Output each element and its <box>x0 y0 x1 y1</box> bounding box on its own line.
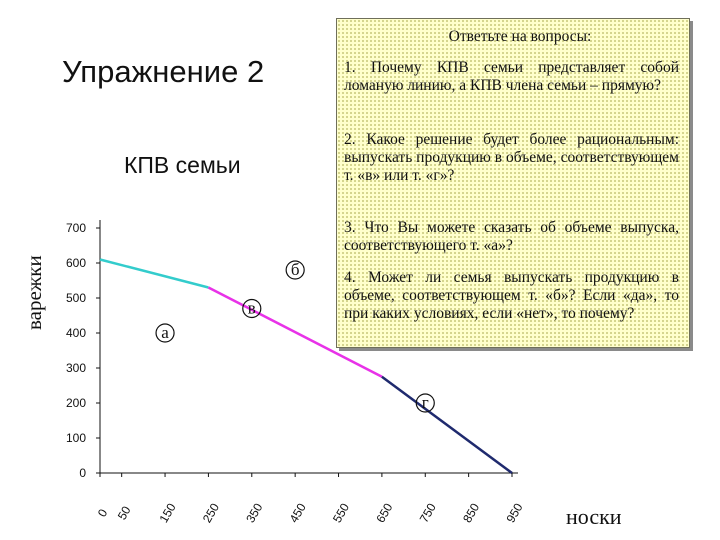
x-tick-label: 250 <box>200 501 222 526</box>
x-tick-label: 750 <box>417 501 439 526</box>
point-circle <box>155 323 175 343</box>
question-3: 3. Что Вы можете сказать об объеме выпус… <box>344 219 679 254</box>
y-tick-label: 400 <box>66 326 86 340</box>
curve-segment-2 <box>207 286 383 378</box>
questions-heading: Ответьте на вопросы: <box>448 28 592 45</box>
chart-axes <box>96 220 518 477</box>
point-а: а <box>155 323 175 343</box>
question-2: 2. Какое решение будет более рациональны… <box>344 131 679 184</box>
x-tick-label: 950 <box>503 501 525 526</box>
question-4: 4. Может ли семья выпускать продукцию в … <box>344 269 679 322</box>
x-axis-label: носки <box>566 504 622 529</box>
y-tick-label: 200 <box>66 396 86 410</box>
point-label: в <box>248 299 256 318</box>
y-tick-label: 100 <box>66 431 86 445</box>
question-1: 1. Почему КПВ семьи представляет собой л… <box>344 59 679 94</box>
curve-segment-1 <box>99 258 209 289</box>
x-tick-label: 0 <box>95 506 111 519</box>
x-tick-label: 550 <box>330 501 352 526</box>
curve-segment-3 <box>381 375 513 475</box>
chart-title: КПВ семьи <box>124 152 241 178</box>
x-tick-label: 650 <box>373 501 395 526</box>
point-circle <box>285 260 305 280</box>
point-г: г <box>415 393 435 413</box>
questions-box: Ответьте на вопросы: 1. Почему КПВ семьи… <box>336 18 690 348</box>
x-tick-label: 150 <box>157 501 179 526</box>
x-tick-label: 50 <box>115 503 134 522</box>
exercise-title: Упражнение 2 <box>62 54 265 89</box>
curve-segments <box>99 258 513 475</box>
point-markers: а б в г <box>155 260 435 413</box>
y-tick-label: 700 <box>66 221 86 235</box>
point-label: а <box>161 323 169 342</box>
x-tick-label: 850 <box>460 501 482 526</box>
point-label: г <box>422 393 429 412</box>
point-label: б <box>291 260 300 279</box>
tick-labels: 0 100 200 300 400 500 600 700 0 50 150 250 350 450 550… <box>66 221 526 525</box>
y-tick-label: 0 <box>79 466 86 480</box>
point-б: б <box>285 260 305 280</box>
point-circle <box>415 393 435 413</box>
y-tick-label: 600 <box>66 256 86 270</box>
y-tick-label: 300 <box>66 361 86 375</box>
x-tick-label: 350 <box>243 501 265 526</box>
point-в: в <box>242 298 262 319</box>
x-tick-label: 450 <box>287 501 309 526</box>
y-tick-label: 500 <box>66 291 86 305</box>
point-circle <box>242 298 262 319</box>
